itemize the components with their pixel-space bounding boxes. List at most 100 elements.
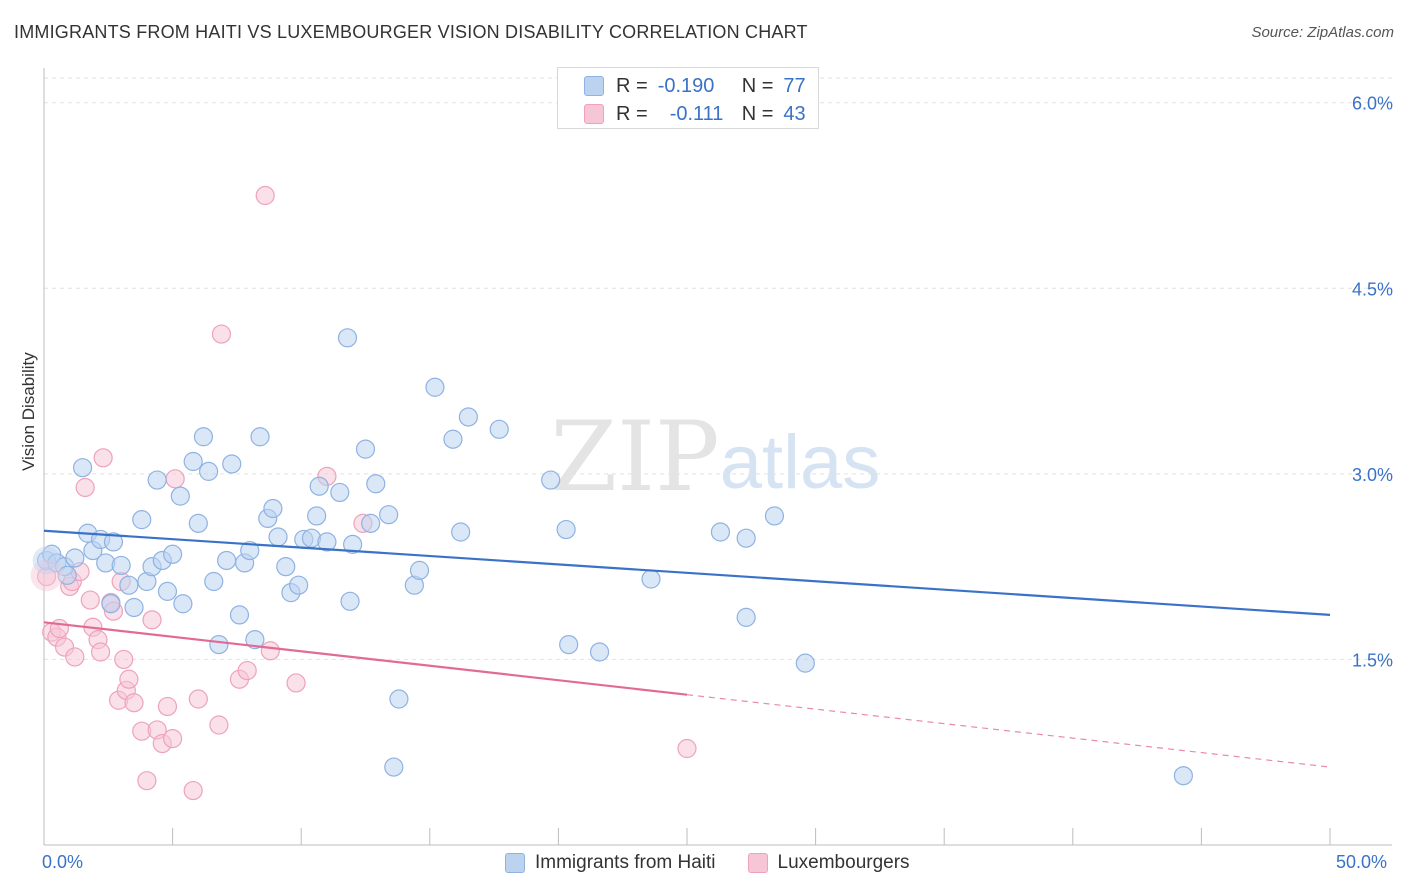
legend-swatch-pink	[584, 104, 604, 124]
r-value-haiti: -0.190	[657, 74, 715, 97]
x-min-label: 0.0%	[42, 852, 84, 872]
point-haiti	[72, 458, 93, 478]
legend-row-luxembourgers: R = -0.111 N = 43	[584, 101, 806, 127]
point-haiti	[222, 454, 242, 474]
point-luxembourger	[119, 669, 139, 689]
point-haiti	[710, 522, 731, 542]
trendline-luxembourgers	[43, 621, 688, 696]
point-luxembourger-cluster	[30, 559, 63, 592]
point-haiti	[736, 528, 756, 548]
point-luxembourger	[114, 649, 134, 670]
point-haiti-cluster	[32, 546, 61, 575]
point-haiti	[458, 407, 478, 427]
n-label: N =	[741, 102, 774, 125]
point-haiti	[795, 653, 815, 673]
point-haiti	[57, 565, 77, 585]
point-haiti	[409, 560, 430, 580]
point-haiti	[355, 439, 376, 459]
point-haiti	[245, 630, 265, 650]
point-haiti	[366, 474, 386, 494]
point-haiti	[309, 476, 329, 496]
y-tick-label: 3.0%	[1352, 465, 1393, 485]
point-haiti	[240, 540, 260, 561]
point-haiti	[736, 607, 756, 627]
watermark-zip: ZIP	[550, 401, 719, 513]
x-max-label: 50.0%	[1336, 852, 1388, 872]
point-haiti	[307, 506, 327, 526]
point-luxembourger	[183, 780, 203, 801]
point-haiti	[559, 634, 579, 655]
point-haiti	[343, 534, 363, 554]
point-haiti	[101, 594, 121, 614]
point-haiti	[119, 575, 139, 595]
point-haiti	[103, 532, 124, 552]
point-haiti	[389, 689, 409, 709]
point-luxembourger	[237, 660, 257, 681]
n-value-haiti: 77	[783, 74, 806, 97]
point-haiti	[183, 451, 203, 472]
point-haiti	[1173, 766, 1193, 786]
r-label: R =	[616, 102, 648, 125]
point-luxembourger	[80, 590, 100, 610]
legend-item-luxembourgers: Luxembourgers	[747, 852, 910, 874]
point-luxembourger	[211, 324, 232, 344]
point-haiti	[425, 377, 445, 397]
point-haiti	[361, 513, 381, 533]
point-luxembourger	[255, 185, 275, 206]
point-haiti	[250, 427, 270, 447]
n-value-luxembourgers: 43	[783, 102, 806, 125]
point-luxembourger	[163, 729, 183, 749]
r-value-luxembourgers: -0.111	[669, 102, 724, 125]
point-luxembourger	[49, 618, 70, 639]
point-haiti	[337, 328, 358, 348]
point-haiti	[204, 571, 224, 592]
point-luxembourger	[188, 689, 208, 709]
point-haiti	[268, 527, 288, 547]
point-haiti	[589, 642, 610, 662]
point-luxembourger	[75, 477, 95, 498]
n-label: N =	[741, 74, 774, 97]
trendline-luxembourgers-extrapolated	[686, 694, 1331, 768]
point-haiti	[263, 498, 283, 519]
point-haiti	[124, 597, 144, 618]
legend-item-haiti: Immigrants from Haiti	[505, 852, 716, 874]
trendline-haiti	[43, 529, 1331, 616]
legend-row-haiti: R = -0.190 N = 77	[584, 73, 806, 99]
watermark-atlas: atlas	[720, 420, 881, 505]
point-haiti	[229, 605, 250, 625]
point-haiti	[556, 519, 576, 540]
y-tick-label: 4.5%	[1352, 279, 1393, 299]
point-luxembourger	[93, 448, 113, 468]
legend-bottom: Immigrants from Haiti Luxembourgers	[505, 852, 942, 874]
point-luxembourger	[124, 693, 144, 713]
point-luxembourger	[90, 642, 111, 662]
point-luxembourger	[260, 641, 280, 661]
point-luxembourger	[137, 771, 157, 791]
point-luxembourger	[142, 610, 162, 630]
point-haiti	[147, 470, 167, 490]
point-haiti	[173, 594, 193, 614]
point-luxembourger	[677, 738, 697, 759]
point-luxembourger	[209, 715, 229, 735]
y-tick-label: 1.5%	[1352, 650, 1393, 670]
point-haiti	[163, 544, 183, 564]
point-luxembourger	[65, 647, 85, 667]
legend-label-luxembourgers: Luxembourgers	[777, 852, 910, 873]
legend-swatch-blue	[584, 76, 604, 96]
point-luxembourger	[165, 469, 185, 489]
legend-stats-box: R = -0.190 N = 77 R = -0.111 N = 43	[557, 67, 819, 129]
point-haiti	[193, 427, 214, 447]
y-tick-label: 6.0%	[1352, 94, 1393, 114]
point-haiti	[217, 550, 237, 571]
point-haiti	[157, 581, 178, 601]
point-haiti	[199, 461, 219, 481]
point-haiti	[188, 513, 208, 533]
point-haiti	[111, 555, 131, 576]
point-haiti	[209, 634, 229, 655]
r-label: R =	[616, 74, 648, 97]
point-haiti	[379, 505, 399, 525]
point-luxembourger	[157, 696, 178, 717]
point-haiti	[764, 506, 785, 526]
point-luxembourger	[286, 673, 306, 693]
